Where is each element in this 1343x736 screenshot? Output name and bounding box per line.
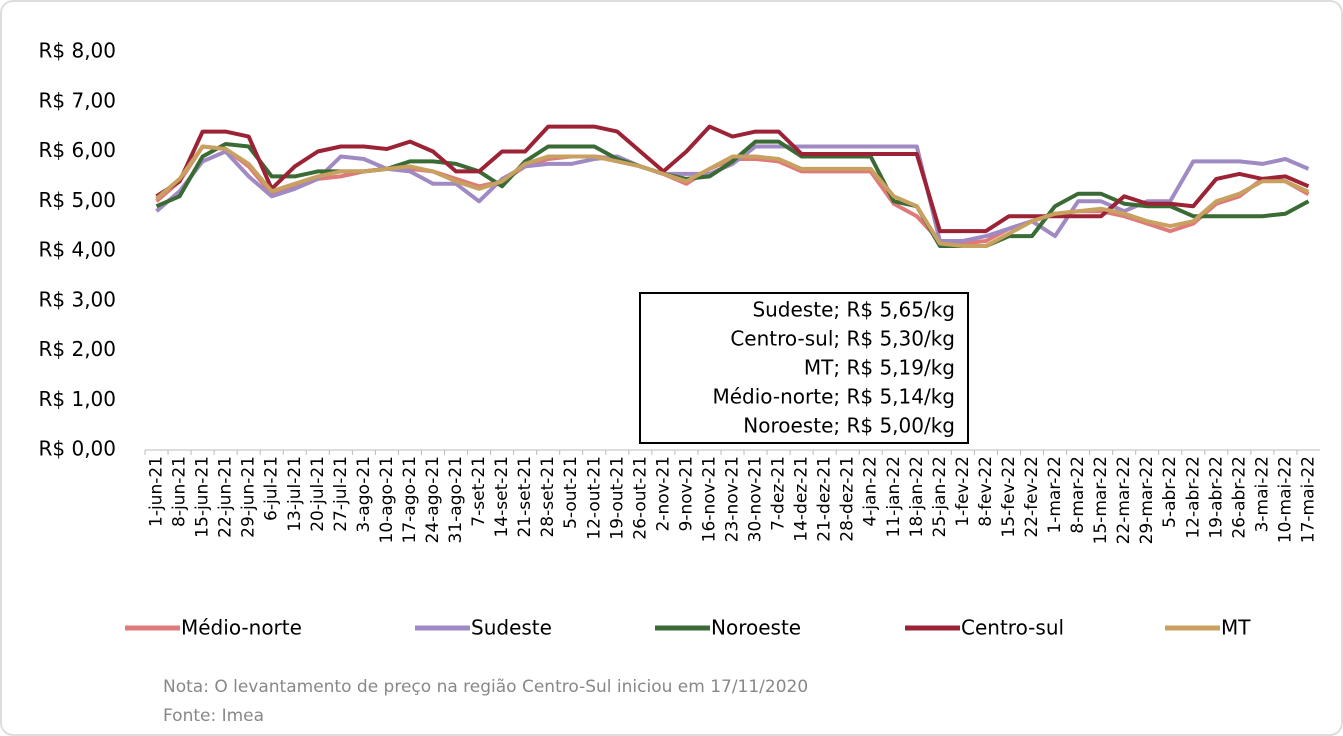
y-tick-label: R$ 3,00 (38, 287, 116, 311)
x-tick-label: 17-ago-21 (400, 456, 420, 543)
x-tick-label: 21-set-21 (515, 456, 535, 538)
x-tick-label: 1-jun-21 (147, 456, 167, 527)
series-line (155, 144, 1310, 243)
x-tick-label: 28-dez-21 (838, 456, 858, 542)
x-tick-label: 10-mai-22 (1275, 456, 1295, 543)
x-tick-label: 12-abr-22 (1183, 456, 1203, 539)
x-tick-label: 25-jan-22 (930, 456, 950, 537)
y-tick-label: R$ 8,00 (38, 39, 116, 63)
x-tick-label: 8-jun-21 (170, 456, 190, 527)
x-tick-label: 10-ago-21 (377, 456, 397, 543)
y-tick-label: R$ 5,00 (38, 188, 116, 212)
annotation-box (639, 292, 969, 444)
x-tick-label: 29-mar-22 (1137, 456, 1157, 544)
x-tick-label: 26-abr-22 (1229, 456, 1249, 539)
legend-label: Sudeste (471, 616, 552, 640)
x-tick-label: 17-mai-22 (1298, 456, 1318, 543)
x-tick-label: 7-set-21 (469, 456, 489, 527)
x-tick-label: 22-jun-21 (216, 456, 236, 538)
x-tick-label: 3-ago-21 (354, 456, 374, 533)
x-tick-label: 11-jan-22 (884, 456, 904, 537)
y-tick-label: R$ 2,00 (38, 337, 116, 361)
x-tick-label: 21-dez-21 (815, 456, 835, 542)
x-tick-label: 26-out-21 (630, 456, 650, 540)
x-tick-label: 5-abr-22 (1160, 456, 1180, 528)
x-tick-label: 31-ago-21 (446, 456, 466, 543)
x-tick-label: 5-out-21 (561, 456, 581, 529)
x-tick-label: 8-mar-22 (1068, 456, 1088, 534)
y-tick-label: R$ 4,00 (38, 238, 116, 262)
x-tick-label: 20-jul-21 (308, 456, 328, 532)
legend-label: MT (1221, 616, 1251, 640)
x-tick-label: 12-out-21 (584, 456, 604, 540)
x-tick-label: 16-nov-21 (699, 456, 719, 542)
x-tick-label: 19-abr-22 (1206, 456, 1226, 539)
x-tick-label: 19-out-21 (607, 456, 627, 540)
x-tick-label: 2-nov-21 (653, 456, 673, 532)
annotation: Noroeste; R$ 5,00/kg (743, 414, 955, 438)
y-tick-label: R$ 6,00 (38, 138, 116, 162)
y-tick-label: R$ 0,00 (38, 437, 116, 461)
x-tick-label: 18-jan-22 (907, 456, 927, 537)
x-tick-label: 8-fev-22 (976, 456, 996, 527)
x-tick-label: 30-nov-21 (746, 456, 766, 542)
x-tick-label: 3-mai-22 (1252, 456, 1272, 532)
x-tick-label: 28-set-21 (538, 456, 558, 538)
series-line (155, 124, 1310, 234)
x-tick-label: 22-fev-22 (1022, 456, 1042, 538)
x-tick-label: 6-jul-21 (262, 456, 282, 521)
x-tick-label: 24-ago-21 (423, 456, 443, 543)
legend-label: Médio-norte (181, 616, 302, 640)
x-tick-label: 9-nov-21 (676, 456, 696, 532)
x-tick-label: 29-jun-21 (239, 456, 259, 538)
y-tick-label: R$ 7,00 (38, 88, 116, 112)
series-line (155, 144, 1310, 248)
x-tick-label: 15-mar-22 (1091, 456, 1111, 544)
annotation: Centro-sul; R$ 5,30/kg (730, 327, 955, 351)
x-tick-label: 4-jan-22 (861, 456, 881, 527)
x-tick-label: 13-jul-21 (285, 456, 305, 532)
x-tick-label: 7-dez-21 (769, 456, 789, 531)
x-tick-label: 15-jun-21 (193, 456, 213, 538)
x-tick-label: 1-fev-22 (953, 456, 973, 527)
x-tick-label: 15-fev-22 (999, 456, 1019, 538)
annotation: Sudeste; R$ 5,65/kg (752, 298, 955, 322)
y-tick-label: R$ 1,00 (38, 387, 116, 411)
x-tick-label: 23-nov-21 (723, 456, 743, 542)
legend-label: Centro-sul (961, 616, 1064, 640)
note: Nota: O levantamento de preço na região … (163, 677, 808, 697)
legend-label: Noroeste (711, 616, 801, 640)
x-tick-label: 1-mar-22 (1045, 456, 1065, 534)
annotation: Médio-norte; R$ 5,14/kg (712, 385, 955, 409)
x-tick-label: 27-jul-21 (331, 456, 351, 532)
x-tick-label: 14-set-21 (492, 456, 512, 538)
x-tick-label: 22-mar-22 (1114, 456, 1134, 544)
source: Fonte: Imea (163, 706, 264, 726)
x-tick-label: 14-dez-21 (792, 456, 812, 542)
annotation: MT; R$ 5,19/kg (804, 356, 955, 380)
